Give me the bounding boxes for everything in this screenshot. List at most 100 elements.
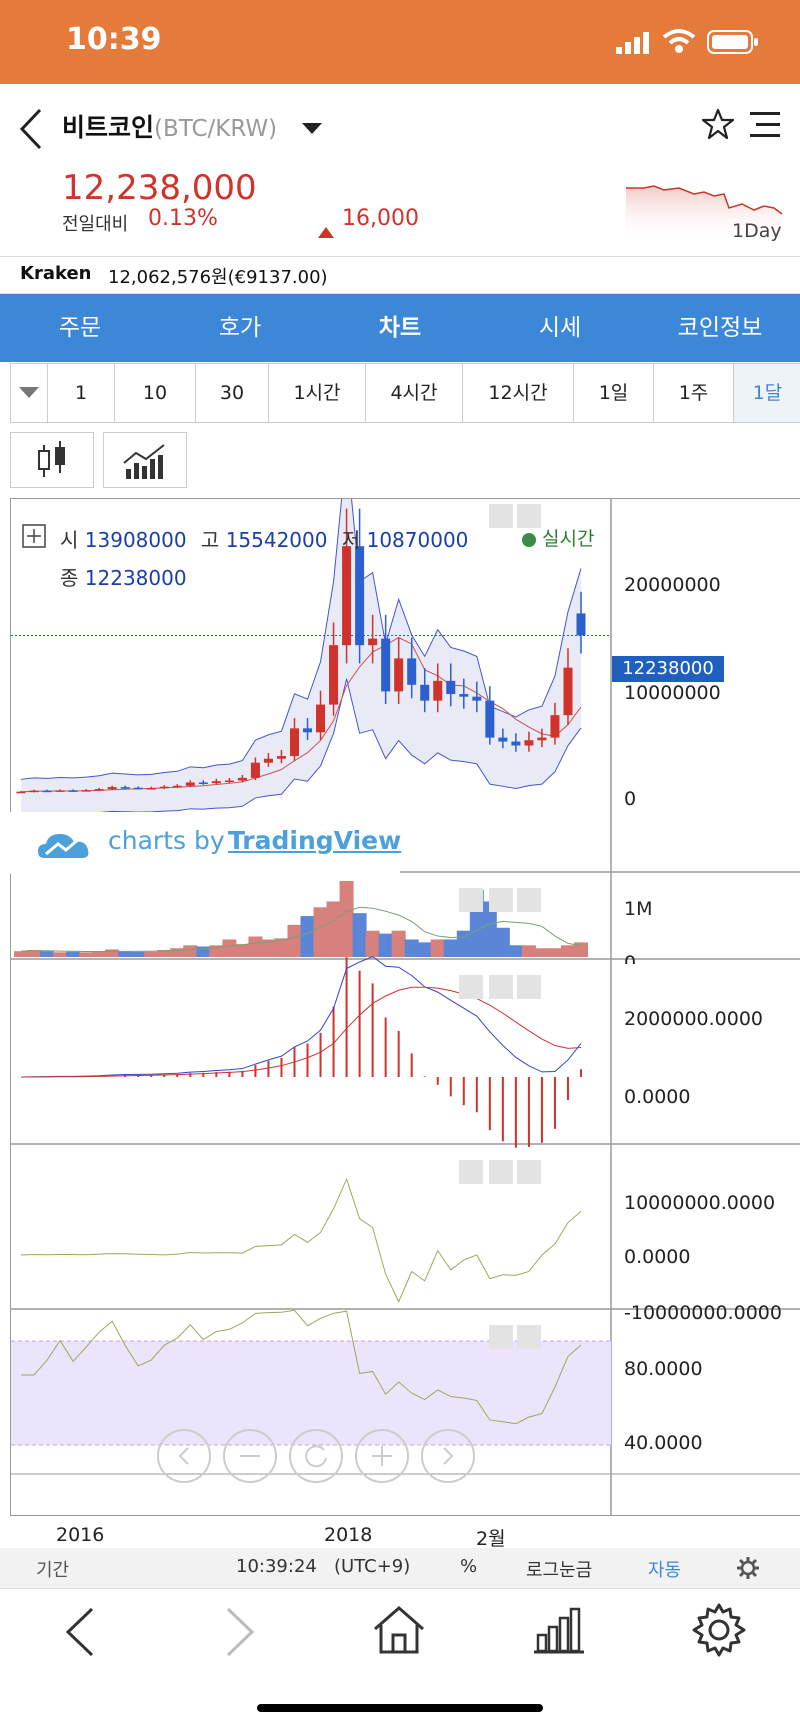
candle-type-button[interactable] [10, 432, 94, 488]
candle-body [433, 680, 443, 701]
tradingview-cloud-icon [38, 834, 89, 858]
nav-back-icon[interactable] [62, 1607, 98, 1661]
volume-bar [131, 951, 146, 957]
realtime-indicator[interactable]: 실시간 [522, 524, 595, 551]
tab-coin-info[interactable]: 코인정보 [677, 315, 763, 341]
watermark-brand[interactable]: TradingView [228, 826, 402, 855]
volume-bar [404, 939, 419, 957]
candle-body [511, 741, 521, 746]
close-value: 12238000 [84, 566, 187, 590]
percent-scale-button[interactable]: % [460, 1556, 478, 1577]
rsi-axis-label-40: 40.0000 [624, 1432, 703, 1454]
footer-time: 10:39:24 [236, 1556, 317, 1577]
period-12hour[interactable]: 12시간 [463, 364, 574, 422]
candle-body [420, 684, 430, 701]
dropdown-icon[interactable] [302, 120, 322, 139]
chart-canvas[interactable] [11, 499, 800, 1515]
period-1hour[interactable]: 1시간 [269, 364, 366, 422]
candle-body [498, 737, 508, 742]
high-label: 고 [200, 528, 220, 552]
tab-chart[interactable]: 차트 [378, 315, 422, 341]
candle-body [289, 728, 299, 757]
exchange-price: 12,062,576원(€9137.00) [108, 267, 328, 288]
volume-bar [443, 939, 458, 957]
candle-body [107, 787, 117, 790]
back-icon[interactable] [18, 108, 44, 154]
change-label: 전일대비 [62, 214, 129, 235]
price-axis-label-20m: 20000000 [624, 574, 721, 596]
candle-body [81, 790, 91, 792]
candle-body [342, 546, 352, 646]
period-1month[interactable]: 1달 [734, 364, 800, 422]
panel-arrow-button [517, 888, 541, 912]
candle-body [94, 789, 104, 791]
candle-body [316, 704, 326, 733]
candle-body [29, 790, 39, 793]
settings-gear-small-icon[interactable] [736, 1556, 760, 1584]
candle-body [459, 694, 469, 697]
candle-body [120, 787, 130, 789]
star-icon[interactable] [701, 108, 735, 144]
footer-timezone: (UTC+9) [334, 1556, 411, 1577]
candle-body [55, 790, 65, 792]
exchange-row: Kraken 12,062,576원(€9137.00) [0, 256, 800, 294]
period-1min[interactable]: 1 [48, 364, 115, 422]
candle-body [485, 700, 495, 738]
menu-icon[interactable] [750, 112, 782, 142]
status-time: 10:39 [66, 22, 162, 57]
candle-body [381, 638, 391, 692]
volume-bar [574, 942, 588, 957]
tradingview-watermark[interactable]: charts by TradingView [10, 812, 402, 874]
current-price: 12,238,000 [62, 168, 257, 208]
battery-icon [707, 30, 759, 58]
macd-line [20, 956, 582, 1078]
volume-bar [170, 948, 185, 957]
volume-bar [157, 949, 172, 957]
tab-orderbook[interactable]: 호가 [218, 315, 262, 341]
period-30min[interactable]: 30 [196, 364, 269, 422]
auto-scale-button[interactable]: 자동 [648, 1560, 682, 1581]
candle-body [224, 780, 234, 782]
volume-bar [521, 945, 536, 957]
nav-settings-icon[interactable] [692, 1603, 746, 1661]
change-amount: 16,000 [342, 206, 419, 231]
coin-title[interactable]: 비트코인(BTC/KRW) [62, 108, 277, 144]
volume-bar [79, 952, 94, 957]
crosshair-toggle-icon[interactable] [22, 524, 46, 552]
volume-bar [144, 951, 159, 957]
period-1week[interactable]: 1주 [654, 364, 734, 422]
nav-forward-icon[interactable] [222, 1607, 258, 1661]
volume-bar [261, 939, 276, 957]
x-axis-label-feb: 2월 [476, 1528, 506, 1550]
candle-body [394, 658, 404, 692]
mini-day-chart [624, 180, 784, 246]
period-dropdown[interactable] [11, 364, 48, 422]
panel-arrow-button [489, 888, 513, 912]
volume-bar [92, 951, 107, 957]
period-4hour[interactable]: 4시간 [366, 364, 463, 422]
period-10min[interactable]: 10 [115, 364, 196, 422]
nav-chart-icon[interactable] [534, 1605, 584, 1659]
panel-arrow-button [459, 888, 483, 912]
period-label: 기간 [36, 1560, 70, 1581]
candle-body [368, 638, 378, 646]
volume-bar [352, 913, 367, 957]
panel-arrow-button [489, 504, 513, 528]
volume-bar [66, 951, 81, 957]
realtime-dot-icon [522, 532, 536, 547]
candle-body [550, 715, 560, 738]
nav-home-icon[interactable] [372, 1605, 426, 1659]
period-1day[interactable]: 1일 [574, 364, 654, 422]
volume-bar [495, 927, 510, 957]
mini-chart-label: 1Day [732, 220, 782, 242]
open-value: 13908000 [84, 528, 187, 552]
indicator-button[interactable] [103, 432, 187, 488]
change-percent: 0.13% [148, 206, 218, 231]
tab-order[interactable]: 주문 [58, 315, 102, 341]
volume-bar [209, 945, 224, 957]
indicator-icon [123, 444, 165, 479]
macd-axis-label-top: 2000000.0000 [624, 1008, 764, 1030]
candle-body [42, 790, 52, 793]
tab-market-price[interactable]: 시세 [538, 315, 582, 341]
log-scale-button[interactable]: 로그눈금 [526, 1560, 593, 1581]
